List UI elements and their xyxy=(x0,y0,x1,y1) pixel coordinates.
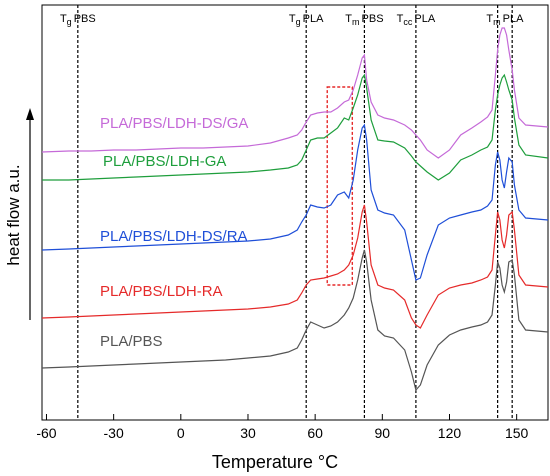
annotation-symbol: T xyxy=(397,13,404,25)
annotation-text: PLA xyxy=(414,13,435,25)
x-axis-label: Temperature °C xyxy=(212,452,338,472)
x-tick-label: 30 xyxy=(240,425,256,441)
series-label: PLA/PBS/LDH-DS/GA xyxy=(100,115,248,132)
x-tick-label: 0 xyxy=(177,425,185,441)
annotation: Tm PBS xyxy=(345,13,383,27)
annotation-subscript: m xyxy=(493,17,501,27)
highlight-box xyxy=(326,86,354,286)
annotation: Tg PLA xyxy=(289,13,324,27)
curve xyxy=(41,27,549,159)
annotation-symbol: T xyxy=(486,13,493,25)
annotation: Tm PLA xyxy=(486,13,524,27)
annotation-symbol: T xyxy=(345,13,352,25)
series-label: PLA/PBS/LDH-GA xyxy=(103,153,226,170)
annotation-subscript: cc xyxy=(403,17,413,27)
x-tick-label: 60 xyxy=(307,425,323,441)
curve xyxy=(41,204,549,329)
annotation-symbol: T xyxy=(289,13,296,25)
curve xyxy=(42,73,549,181)
annotation-symbol: T xyxy=(60,13,67,25)
annotation-text: PBS xyxy=(362,13,384,25)
x-tick-label: -60 xyxy=(36,425,56,441)
y-arrow-head xyxy=(26,108,34,120)
annotation: Tcc PLA xyxy=(397,13,436,27)
series-label: PLA/PBS/LDH-RA xyxy=(100,283,223,300)
annotation: Tg PBS xyxy=(60,13,96,27)
annotation-text: PBS xyxy=(74,13,96,25)
x-tick-label: 90 xyxy=(375,425,391,441)
y-axis-label: heat flow a.u. xyxy=(4,164,23,265)
series-label: PLA/PBS xyxy=(100,333,163,350)
annotation-subscript: g xyxy=(67,17,72,27)
annotation-subscript: m xyxy=(352,17,360,27)
series-label: PLA/PBS/LDH-DS/RA xyxy=(100,228,248,245)
annotation-text: PLA xyxy=(503,13,524,25)
x-tick-label: 120 xyxy=(438,425,462,441)
x-tick-label: -30 xyxy=(104,425,124,441)
annotation-subscript: g xyxy=(296,17,301,27)
plot-frame xyxy=(41,4,549,421)
x-tick-label: 150 xyxy=(505,425,529,441)
curve xyxy=(41,123,549,281)
curve xyxy=(41,249,549,392)
annotation-text: PLA xyxy=(303,13,324,25)
